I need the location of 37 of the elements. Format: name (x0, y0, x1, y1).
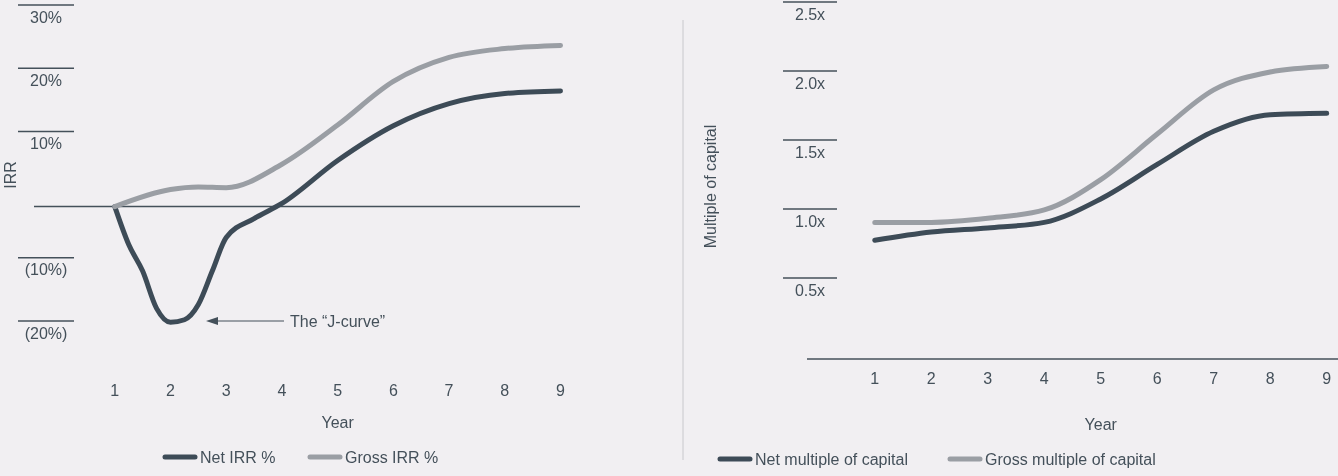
y-axis-title: Multiple of capital (702, 124, 719, 249)
y-tick-label: (10%) (24, 261, 68, 279)
y-tick-label: 10% (29, 135, 63, 152)
legend-label: Net multiple of capital (755, 451, 908, 468)
y-tick-label: 30% (29, 8, 63, 26)
y-tick-label: 2.0x (794, 74, 826, 92)
y-tick-label: 2.5x (794, 5, 826, 23)
x-axis-title: Year (321, 414, 355, 431)
legend-label: Net IRR % (200, 449, 276, 466)
x-tick-label: 4 (277, 382, 287, 399)
x-tick-label: 7 (444, 382, 454, 399)
legend-label: Gross IRR % (345, 449, 439, 466)
y-tick-label: 1.5x (794, 143, 826, 161)
x-tick-label: 5 (333, 382, 343, 399)
x-tick-label: 7 (1209, 370, 1219, 387)
annotation: The “J-curve” (290, 313, 386, 330)
y-axis-title: IRR (2, 161, 19, 189)
x-tick-label: 9 (1322, 370, 1332, 387)
x-tick-label: 1 (110, 382, 120, 399)
x-tick-label: 6 (388, 382, 398, 399)
x-tick-label: 6 (1152, 370, 1162, 387)
x-tick-label: 8 (500, 382, 510, 399)
x-tick-label: 4 (1039, 370, 1049, 387)
x-tick-label: 3 (983, 370, 993, 387)
y-tick-label: 20% (29, 71, 63, 89)
x-tick-label: 1 (870, 370, 880, 387)
y-tick-label: 0.5x (794, 281, 826, 299)
x-tick-label: 2 (926, 370, 936, 387)
y-tick-label: 1.0x (794, 212, 826, 230)
x-tick-label: 5 (1096, 370, 1106, 387)
x-tick-label: 3 (221, 382, 231, 399)
x-tick-label: 9 (556, 382, 566, 399)
x-tick-label: 8 (1265, 370, 1275, 387)
x-tick-label: 2 (166, 382, 176, 399)
legend-label: Gross multiple of capital (985, 451, 1156, 468)
y-tick-label: (20%) (24, 324, 68, 342)
x-axis-title: Year (1084, 416, 1118, 433)
